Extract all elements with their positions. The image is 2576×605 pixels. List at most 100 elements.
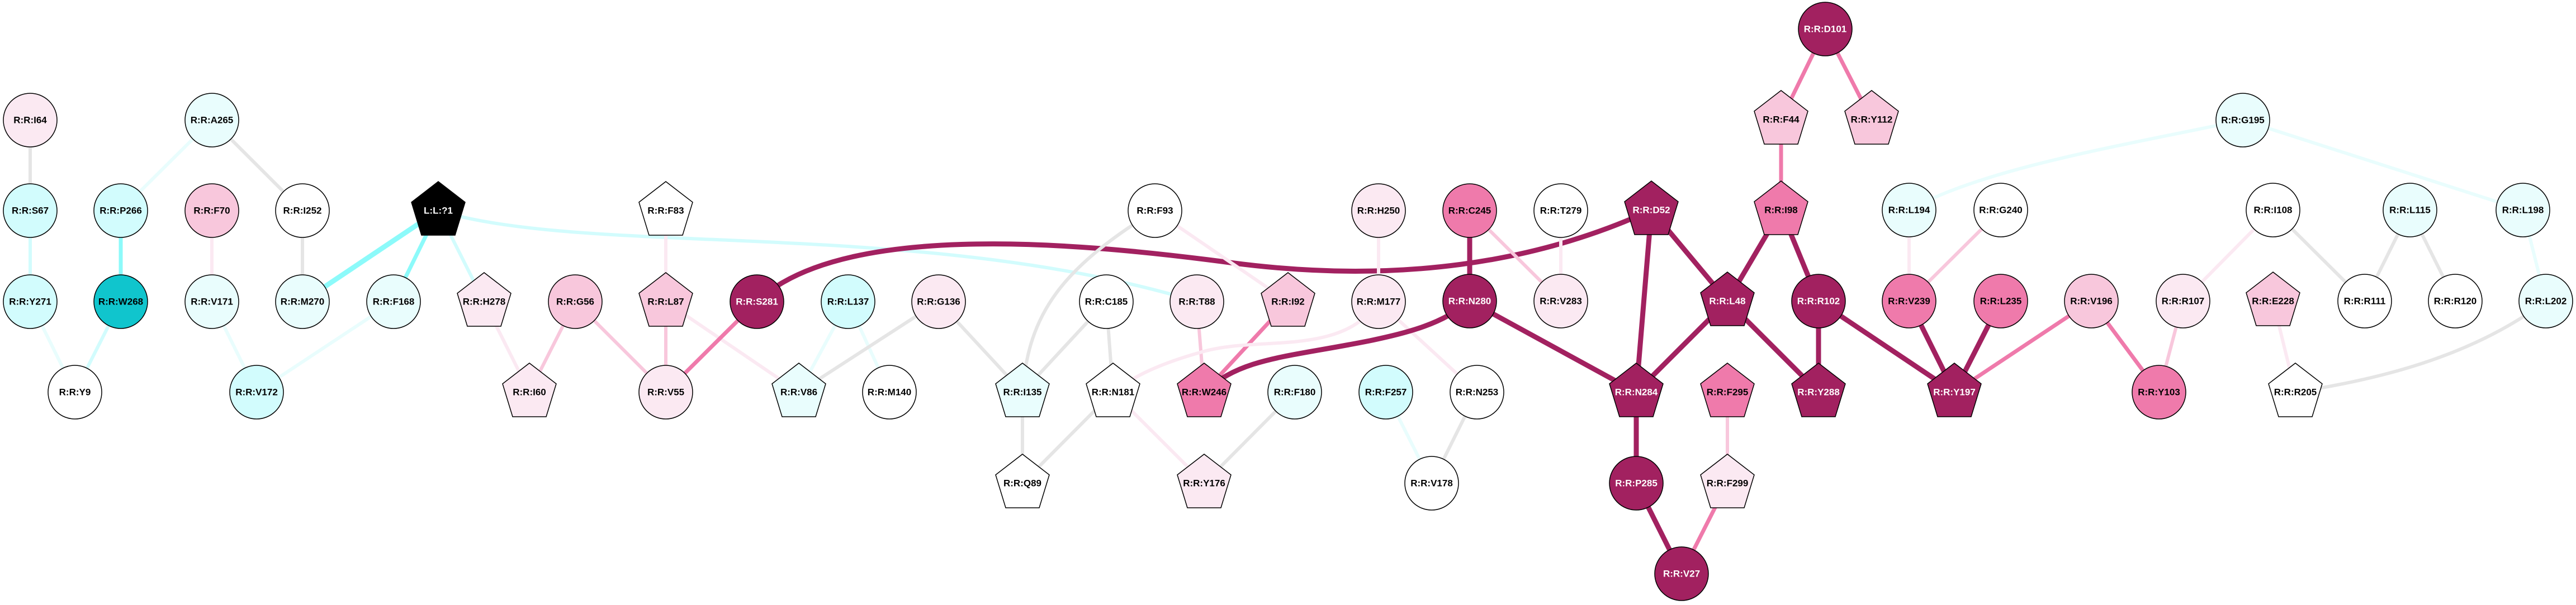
- node-rrr102[interactable]: R:R:R102: [1791, 274, 1846, 328]
- node-rrv171[interactable]: R:R:V171: [184, 274, 239, 329]
- node-rrf180[interactable]: R:R:F180: [1267, 365, 1322, 420]
- node-rrl194[interactable]: R:R:L194: [1882, 183, 1936, 237]
- node-rrw268[interactable]: R:R:W268: [93, 274, 148, 329]
- circle-node-shape: [3, 183, 58, 238]
- pentagon-node-shape: [2268, 363, 2323, 417]
- node-rrr107[interactable]: R:R:R107: [2156, 274, 2210, 328]
- node-rrc185[interactable]: R:R:C185: [1079, 274, 1134, 329]
- node-rrf168[interactable]: R:R:F168: [366, 274, 421, 329]
- node-rrf295[interactable]: R:R:F295: [1700, 363, 1755, 417]
- node-rra265[interactable]: R:R:A265: [184, 93, 239, 147]
- node-rrl87[interactable]: R:R:L87: [638, 272, 693, 327]
- node-rrv55[interactable]: R:R:V55: [638, 365, 693, 420]
- node-label: R:R:V239: [1888, 296, 1930, 307]
- node-rry197[interactable]: R:R:Y197: [1927, 363, 1982, 417]
- node-rrq89[interactable]: R:R:Q89: [995, 454, 1050, 508]
- node-rrn284[interactable]: R:R:N284: [1609, 363, 1664, 417]
- node-rrr111[interactable]: R:R:R111: [2337, 274, 2392, 328]
- node-rrl115[interactable]: R:R:L115: [2383, 183, 2437, 237]
- node-rrw246[interactable]: R:R:W246: [1177, 363, 1232, 417]
- node-rrg195[interactable]: R:R:G195: [2215, 93, 2270, 147]
- node-rrf299[interactable]: R:R:F299: [1700, 454, 1755, 508]
- node-rrv283[interactable]: R:R:V283: [1533, 274, 1588, 328]
- node-rri92[interactable]: R:R:I92: [1261, 272, 1315, 327]
- circle-node-shape: [1791, 274, 1846, 328]
- node-rrm177[interactable]: R:R:M177: [1351, 274, 1406, 329]
- node-rry112[interactable]: R:R:Y112: [1844, 90, 1899, 145]
- node-rrv196[interactable]: R:R:V196: [2064, 274, 2119, 328]
- edge-RRM177-RRN181: [1112, 301, 1380, 394]
- node-rrt279[interactable]: R:R:T279: [1533, 183, 1588, 238]
- node-rrn181[interactable]: R:R:N181: [1086, 363, 1140, 417]
- node-rrt88[interactable]: R:R:T88: [1169, 274, 1224, 329]
- node-rrg136[interactable]: R:R:G136: [911, 274, 966, 329]
- node-rri64[interactable]: R:R:I64: [3, 93, 58, 147]
- node-rrh278[interactable]: R:R:H278: [457, 272, 512, 327]
- node-rrl202[interactable]: R:R:L202: [2518, 274, 2573, 328]
- node-label: R:R:G195: [2221, 115, 2264, 126]
- node-rrm140[interactable]: R:R:M140: [862, 365, 917, 420]
- node-rrn280[interactable]: R:R:N280: [1442, 274, 1497, 328]
- circle-node-shape: [821, 274, 875, 329]
- pentagon-node-shape: [995, 363, 1050, 417]
- node-rrp266[interactable]: R:R:P266: [93, 183, 148, 238]
- node-rri108[interactable]: R:R:I108: [2246, 183, 2300, 237]
- node-rrr120[interactable]: R:R:R120: [2428, 274, 2483, 328]
- node-rry271[interactable]: R:R:Y271: [3, 274, 58, 329]
- node-rry288[interactable]: R:R:Y288: [1791, 363, 1846, 417]
- node-rrv172[interactable]: R:R:V172: [229, 365, 284, 420]
- node-rrh250[interactable]: R:R:H250: [1351, 183, 1406, 238]
- pentagon-node-shape: [1700, 454, 1755, 508]
- node-rri252[interactable]: R:R:I252: [275, 183, 330, 238]
- node-rrg56[interactable]: R:R:G56: [548, 274, 603, 329]
- node-rrd101[interactable]: R:R:D101: [1798, 2, 1853, 56]
- node-rrp285[interactable]: R:R:P285: [1609, 456, 1664, 511]
- node-rrv239[interactable]: R:R:V239: [1882, 274, 1936, 328]
- node-label: R:R:V171: [191, 297, 233, 307]
- edge-RRN280-RRW246: [1202, 299, 1471, 394]
- node-rrf44[interactable]: R:R:F44: [1754, 90, 1808, 145]
- node-rrn253[interactable]: R:R:N253: [1450, 365, 1504, 420]
- circle-node-shape: [275, 183, 330, 238]
- node-rrv86[interactable]: R:R:V86: [771, 363, 826, 417]
- circle-node-shape: [1128, 183, 1182, 238]
- node-rri60[interactable]: R:R:I60: [502, 363, 557, 417]
- node-label: R:R:S281: [736, 297, 778, 307]
- node-rrf70[interactable]: R:R:F70: [184, 183, 239, 238]
- node-rry9[interactable]: R:R:Y9: [48, 365, 102, 420]
- node-rrf257[interactable]: R:R:F257: [1358, 365, 1413, 420]
- node-rrs67[interactable]: R:R:S67: [3, 183, 58, 238]
- node-rrl48[interactable]: R:R:L48: [1700, 271, 1755, 326]
- node-rrf83[interactable]: R:R:F83: [638, 181, 693, 236]
- node-rri135[interactable]: R:R:I135: [995, 363, 1050, 417]
- node-rrl137[interactable]: R:R:L137: [821, 274, 875, 329]
- node-rri98[interactable]: R:R:I98: [1754, 180, 1808, 235]
- node-rrf93[interactable]: R:R:F93: [1128, 183, 1182, 238]
- node-rrd52[interactable]: R:R:D52: [1624, 180, 1679, 235]
- pentagon-node-shape: [1754, 180, 1808, 235]
- node-label: R:R:F70: [193, 206, 230, 216]
- circle-node-shape: [1169, 274, 1224, 329]
- node-rrm270[interactable]: R:R:M270: [275, 274, 330, 329]
- edge-LL1-RRT88: [438, 209, 1197, 303]
- node-rrl198[interactable]: R:R:L198: [2496, 183, 2550, 237]
- circle-node-shape: [862, 365, 917, 420]
- circle-node-shape: [730, 274, 784, 329]
- node-rrv178[interactable]: R:R:V178: [1404, 456, 1459, 511]
- node-rrv27[interactable]: R:R:V27: [1654, 546, 1709, 601]
- node-rrl235[interactable]: R:R:L235: [1973, 274, 2028, 328]
- node-ll1[interactable]: L:L:?1: [411, 181, 466, 236]
- node-label: R:R:V283: [1540, 296, 1582, 307]
- node-rrc245[interactable]: R:R:C245: [1442, 183, 1497, 238]
- circle-node-shape: [2518, 274, 2573, 328]
- node-label: R:R:L87: [647, 297, 684, 307]
- node-rry176[interactable]: R:R:Y176: [1177, 454, 1232, 508]
- node-rrg240[interactable]: R:R:G240: [1973, 183, 2028, 237]
- circle-node-shape: [2156, 274, 2210, 328]
- node-rry103[interactable]: R:R:Y103: [2132, 365, 2186, 420]
- node-label: R:R:L235: [1980, 296, 2022, 307]
- node-rrs281[interactable]: R:R:S281: [730, 274, 784, 329]
- node-rrr205[interactable]: R:R:R205: [2268, 363, 2323, 417]
- pentagon-node-shape: [1700, 363, 1755, 417]
- node-rre228[interactable]: R:R:E228: [2246, 271, 2300, 326]
